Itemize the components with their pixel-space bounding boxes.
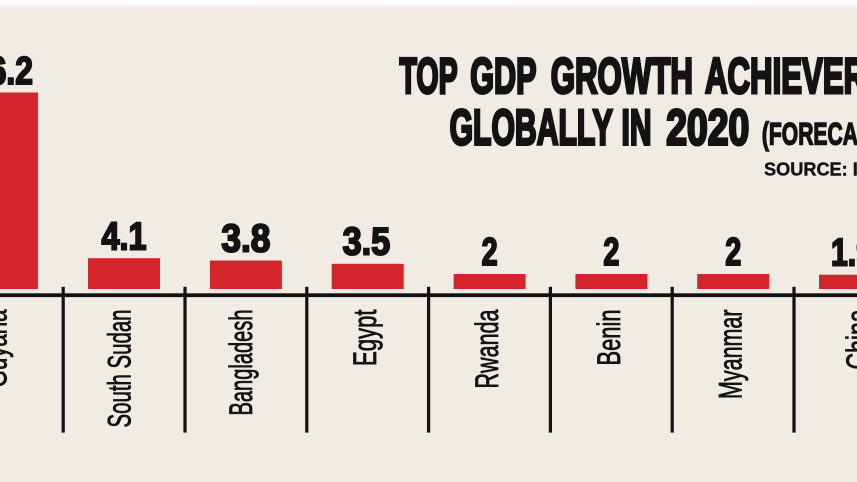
svg-text:China: China	[840, 309, 857, 369]
svg-text:IN: IN	[622, 99, 652, 155]
svg-text:4.1: 4.1	[102, 215, 147, 258]
svg-text:SOURCE: IMF: SOURCE: IMF	[764, 160, 857, 180]
svg-text:GDP: GDP	[470, 48, 536, 104]
svg-text:Myanmar: Myanmar	[713, 309, 749, 399]
svg-text:Egypt: Egypt	[347, 309, 383, 366]
svg-text:2: 2	[725, 231, 741, 274]
svg-text:1.9: 1.9	[831, 232, 857, 275]
svg-text:ACHIEVERS: ACHIEVERS	[705, 48, 857, 104]
svg-text:Benin: Benin	[591, 310, 627, 366]
svg-text:Rwanda: Rwanda	[469, 309, 505, 388]
svg-text:TOP: TOP	[400, 48, 458, 104]
svg-text:GROWTH: GROWTH	[551, 48, 693, 104]
svg-text:3.8: 3.8	[221, 218, 270, 261]
svg-text:Guyana: Guyana	[0, 309, 14, 387]
svg-text:26.2: 26.2	[0, 50, 33, 93]
svg-text:Bangladesh: Bangladesh	[223, 310, 259, 416]
svg-text:2: 2	[603, 231, 619, 274]
svg-text:2020: 2020	[666, 99, 749, 155]
svg-text:GLOBALLY: GLOBALLY	[450, 99, 613, 155]
svg-text:3.5: 3.5	[343, 221, 391, 264]
svg-text:South Sudan: South Sudan	[102, 310, 138, 428]
svg-text:(FORECAST): (FORECAST)	[762, 115, 857, 151]
svg-text:2: 2	[482, 231, 498, 274]
